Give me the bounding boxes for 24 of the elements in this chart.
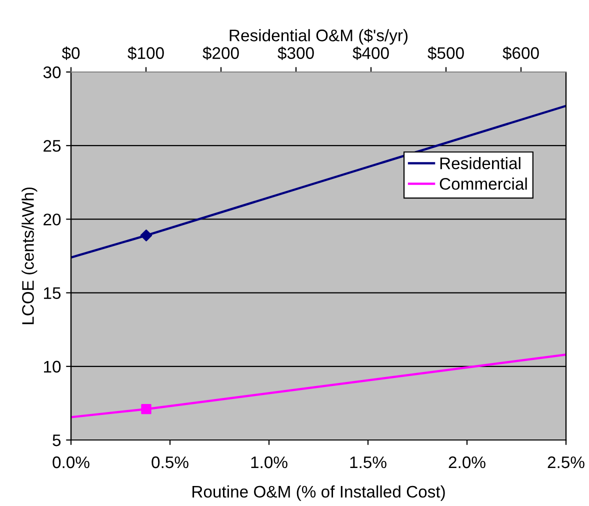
x-tick-label: 2.5% bbox=[548, 456, 584, 468]
x-axis-title: Routine O&M (% of Installed Cost) bbox=[192, 485, 445, 501]
legend-label: Residential bbox=[440, 157, 520, 170]
x-tick-label: 0.5% bbox=[152, 456, 188, 468]
legend-label: Commercial bbox=[440, 178, 527, 190]
x2-tick-label: $300 bbox=[278, 46, 314, 60]
y-tick-label: 30 bbox=[43, 66, 61, 78]
x2-tick-label: $500 bbox=[428, 46, 464, 60]
y-tick-label: 10 bbox=[44, 360, 61, 373]
x-tick-label: 2.0% bbox=[448, 456, 486, 468]
x2-axis-title: Residential O&M ($'s/yr) bbox=[230, 28, 408, 45]
y-tick-label: 20 bbox=[44, 214, 61, 226]
x-tick-label: 1.0% bbox=[251, 456, 288, 468]
y-axis-title: LCOE (cents/kWh) bbox=[22, 188, 38, 324]
x2-tick-label: $100 bbox=[128, 46, 164, 60]
x-tick-label: 0.0% bbox=[52, 456, 90, 468]
x2-tick-label: $600 bbox=[502, 46, 539, 60]
x2-tick-label: $400 bbox=[352, 46, 389, 60]
y-tick-label: 25 bbox=[44, 140, 61, 152]
y-tick-label: 5 bbox=[52, 434, 61, 446]
x2-tick-label: $0 bbox=[62, 46, 80, 60]
x-tick-label: 1.5% bbox=[350, 456, 386, 468]
x2-tick-label: $200 bbox=[202, 46, 239, 60]
y-tick-label: 15 bbox=[44, 287, 61, 300]
